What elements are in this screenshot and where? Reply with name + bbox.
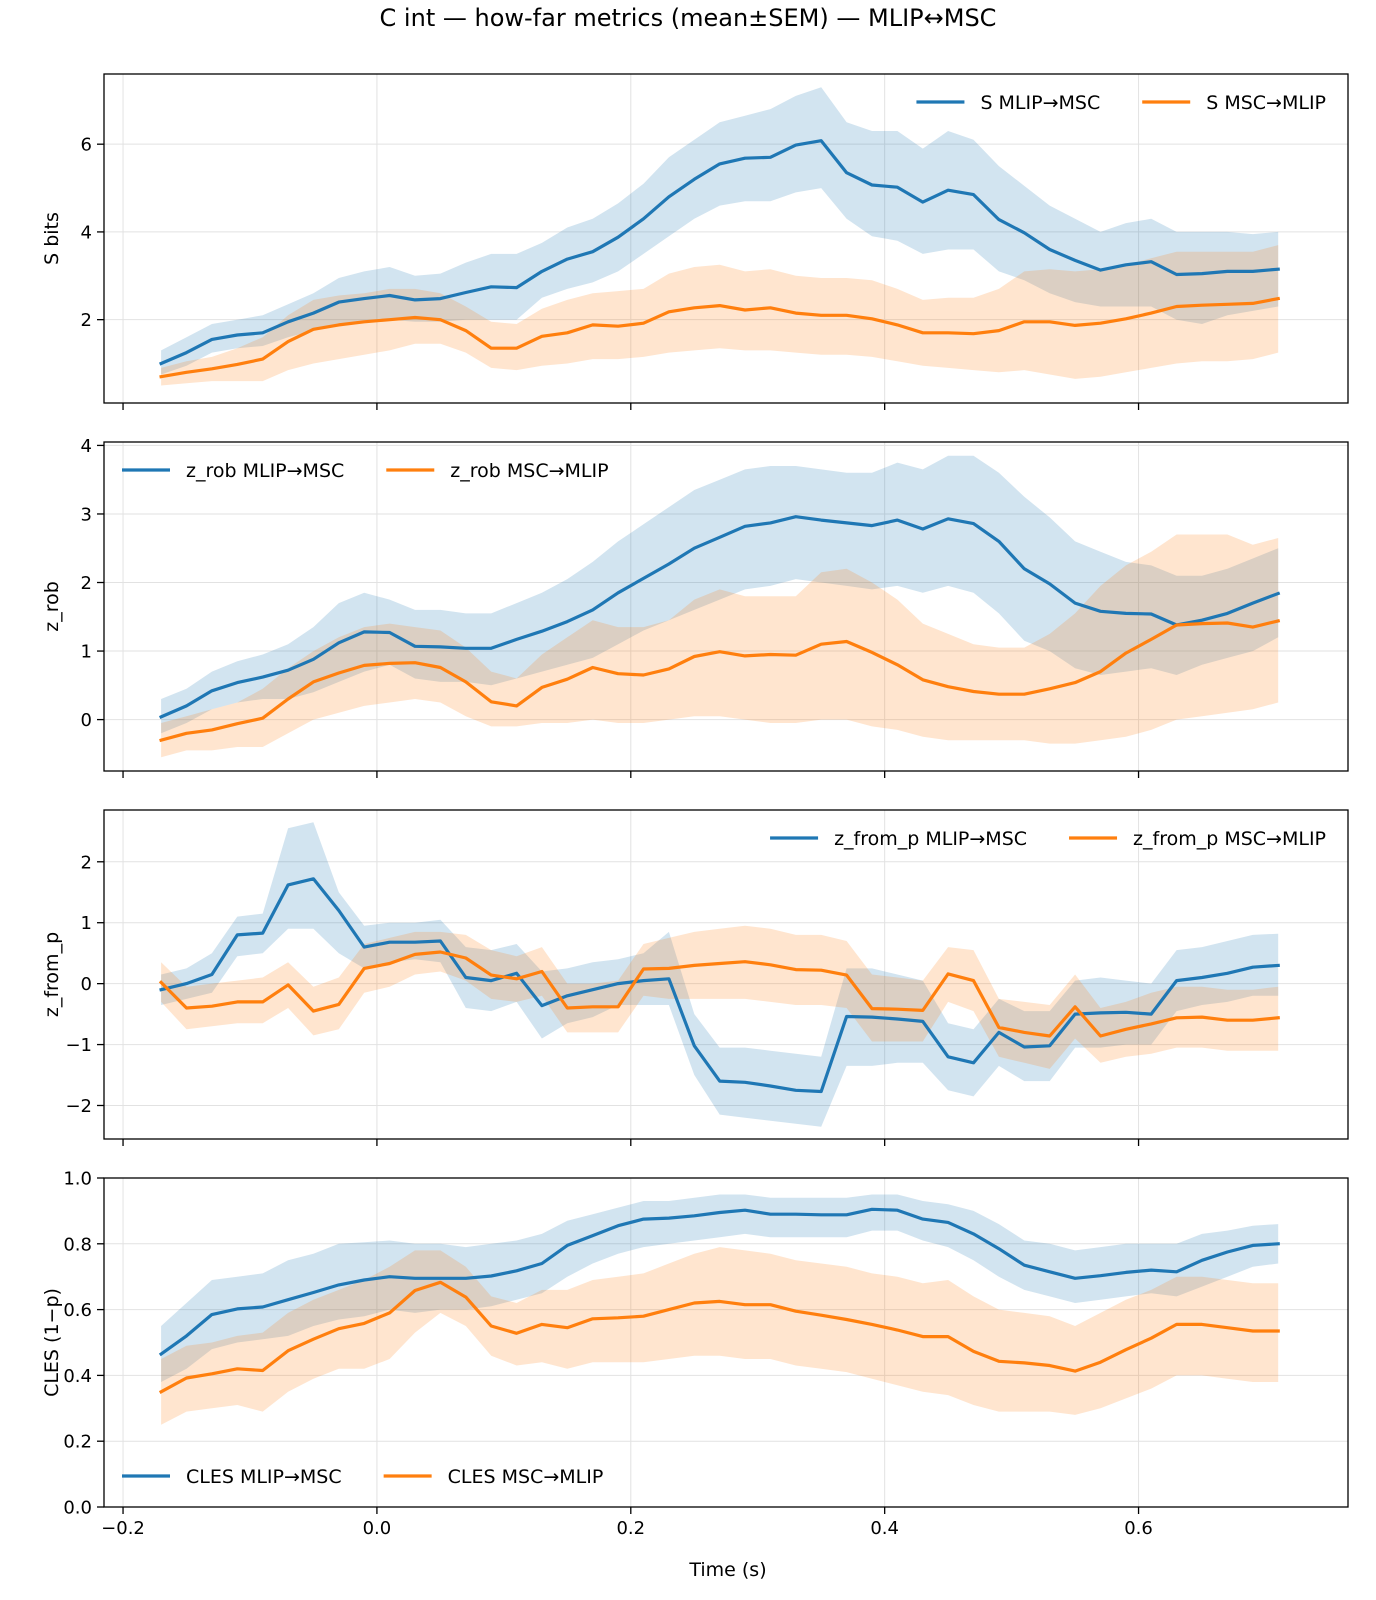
- y-axis-label: CLES (1−p): [41, 1288, 63, 1397]
- series-line-2: [158, 1280, 1280, 1394]
- series-line-1: [158, 1207, 1280, 1357]
- legend-label-series-1: S MLIP→MSC: [980, 92, 1100, 114]
- legend-label-series-2: S MSC→MLIP: [1206, 92, 1326, 114]
- y-tick-label: 4: [81, 222, 92, 243]
- panel-1: 2 4 6 S bits S MLIP→MSC S MSC→MLIP: [41, 73, 1349, 410]
- figure-title: C int — how-far metrics (mean±SEM) — MLI…: [380, 4, 997, 32]
- y-tick-label: 0.4: [63, 1366, 92, 1387]
- legend-label-series-2: CLES MSC→MLIP: [448, 1466, 604, 1488]
- plot-area: [158, 87, 1281, 386]
- x-tick-label: 0.0: [363, 1518, 392, 1539]
- panel-2: 0 1 2 3 4 z_rob z_rob MLIP→MSC z_rob MSC→MLIP: [41, 436, 1349, 778]
- x-axis-label: Time (s): [688, 1559, 766, 1581]
- legend: z_from_p MLIP→MSC z_from_p MSC→MLIP: [770, 828, 1326, 850]
- axes-frame: [103, 441, 1349, 772]
- y-tick-label: −2: [65, 1096, 92, 1117]
- axes-frame: [103, 1177, 1349, 1508]
- legend: CLES MLIP→MSC CLES MSC→MLIP: [122, 1466, 603, 1488]
- y-tick-label: 6: [81, 135, 92, 156]
- x-tick-label: 0.6: [1124, 1518, 1153, 1539]
- y-tick-label: 0.6: [63, 1300, 92, 1321]
- series-line-1: [158, 515, 1281, 720]
- y-tick-label: 0.0: [63, 1498, 92, 1519]
- x-tick-label: 0.4: [870, 1518, 899, 1539]
- x-tick-label: −0.2: [101, 1518, 145, 1539]
- sem-band-series-2: [161, 245, 1279, 386]
- y-tick-label: 2: [81, 852, 92, 873]
- y-tick-label: 1.0: [63, 1169, 92, 1190]
- x-tick-label: 0.2: [616, 1518, 645, 1539]
- series-line-2: [159, 618, 1281, 743]
- plot-area: [158, 455, 1281, 758]
- y-tick-label: 4: [81, 436, 92, 457]
- y-tick-label: 0.2: [63, 1432, 92, 1453]
- series-line-1: [158, 139, 1280, 366]
- series-line-2: [159, 296, 1281, 379]
- sem-band-series-2: [161, 534, 1279, 758]
- y-tick-label: 2: [81, 573, 92, 594]
- legend-label-series-2: z_rob MSC→MLIP: [450, 460, 608, 482]
- y-axis-label: S bits: [41, 212, 63, 265]
- series-line-2: [158, 950, 1280, 1038]
- panel-4: −0.2 0.0 0.2 0.4 0.6 0.0 0.2 0.4 0.6 0.8 1.0 CLES (…: [41, 1169, 1349, 1539]
- y-tick-label: 1: [81, 913, 92, 934]
- y-tick-label: −1: [65, 1035, 92, 1056]
- y-axis-label: z_rob: [41, 581, 63, 632]
- sem-band-series-1: [161, 455, 1279, 734]
- legend-label-series-1: z_from_p MLIP→MSC: [834, 828, 1027, 850]
- axes-frame: [103, 73, 1349, 404]
- y-tick-label: 0.8: [63, 1234, 92, 1255]
- legend: z_rob MLIP→MSC z_rob MSC→MLIP: [122, 460, 609, 482]
- legend-label-series-1: z_rob MLIP→MSC: [186, 460, 344, 482]
- legend-label-series-2: z_from_p MSC→MLIP: [1133, 828, 1326, 850]
- y-tick-label: 0: [81, 974, 92, 995]
- y-tick-label: 3: [81, 504, 92, 525]
- plot-area: [158, 1194, 1280, 1425]
- sem-band-series-1: [161, 87, 1279, 375]
- sem-band-series-2: [161, 1247, 1279, 1425]
- axes-frame: [103, 809, 1349, 1140]
- sem-band-series-1: [161, 1194, 1279, 1382]
- legend-label-series-1: CLES MLIP→MSC: [186, 1466, 342, 1488]
- sem-band-series-1: [161, 822, 1279, 1127]
- y-tick-label: 1: [81, 642, 92, 663]
- legend: S MLIP→MSC S MSC→MLIP: [916, 92, 1326, 114]
- y-axis-label: z_from_p: [41, 932, 63, 1017]
- plot-area: [158, 822, 1280, 1127]
- series-line-1: [159, 877, 1280, 1094]
- y-tick-label: 2: [81, 310, 92, 331]
- y-tick-label: 0: [81, 710, 92, 731]
